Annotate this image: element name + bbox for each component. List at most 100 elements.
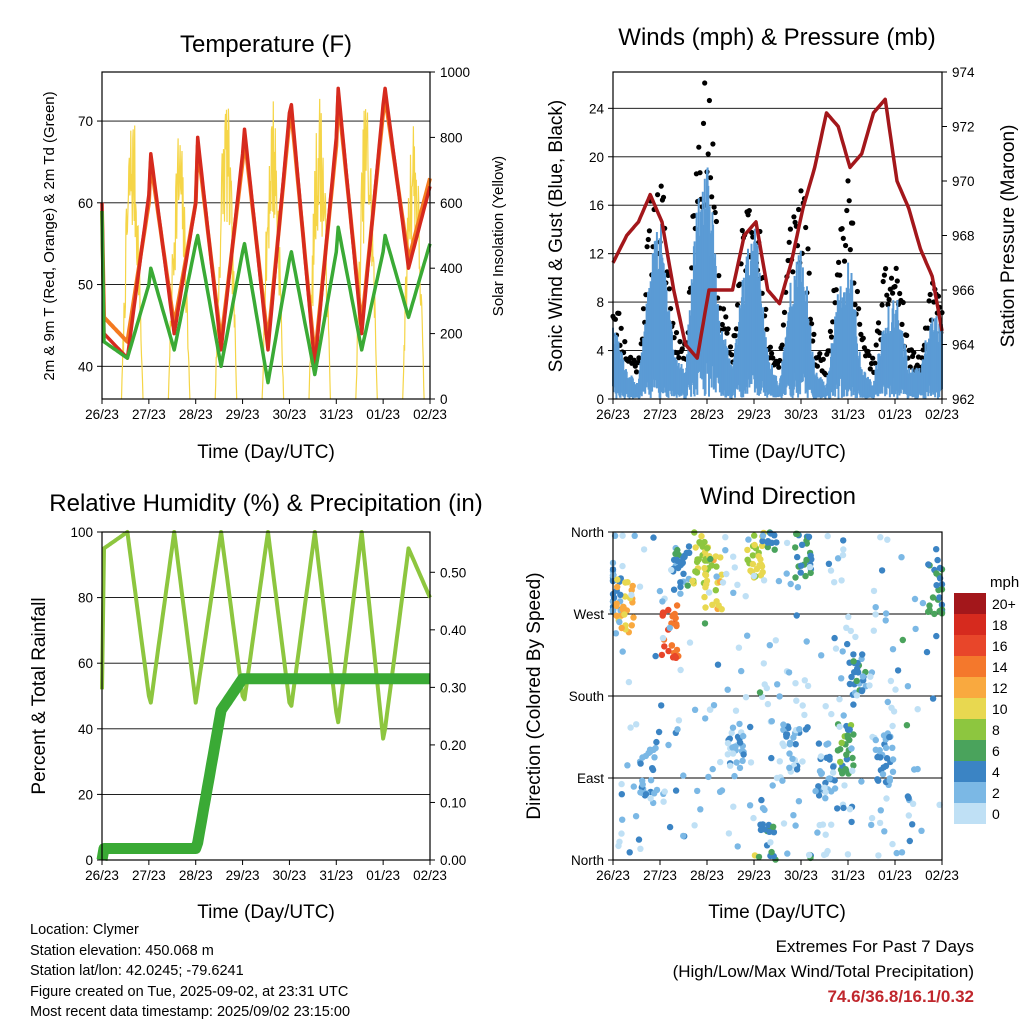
- direction-point: [887, 677, 895, 685]
- direction-point: [847, 627, 854, 635]
- direction-point: [750, 814, 757, 822]
- direction-point: [868, 821, 875, 829]
- direction-point: [785, 669, 793, 676]
- gust-point: [622, 339, 628, 345]
- x-tick-label: 29/23: [737, 407, 771, 422]
- gust-point: [739, 227, 745, 234]
- colorbar-label: 6: [992, 743, 1000, 759]
- direction-point: [717, 758, 724, 766]
- direction-point: [734, 581, 741, 588]
- direction-point: [708, 562, 715, 569]
- direction-point: [640, 546, 648, 553]
- direction-point: [647, 777, 655, 784]
- total-precipitation-line: [96, 673, 434, 861]
- direction-point: [884, 698, 891, 706]
- direction-point: [691, 706, 699, 713]
- colorbar-label: 0: [992, 806, 1000, 822]
- direction-point: [736, 764, 744, 772]
- gust-point: [644, 244, 650, 250]
- direction-point: [883, 755, 891, 762]
- direction-point: [619, 532, 626, 539]
- direction-point: [712, 553, 719, 560]
- y-tick-label-right: 0.40: [440, 623, 466, 638]
- x-tick-label: 28/23: [690, 868, 724, 883]
- gust-point: [779, 342, 785, 348]
- direction-point: [923, 648, 931, 656]
- latest-timestamp: Most recent data timestamp: 2025/09/02 2…: [30, 1004, 351, 1020]
- gust-point: [658, 183, 664, 189]
- direction-point: [838, 577, 845, 584]
- gust-point: [883, 266, 889, 272]
- humidity-xlabel: Time (Day/UTC): [197, 902, 335, 923]
- direction-point: [773, 539, 780, 546]
- x-tick-label: 30/23: [784, 407, 818, 422]
- colorbar-swatch: [954, 698, 986, 719]
- direction-point: [713, 573, 720, 580]
- direction-point: [882, 762, 890, 770]
- gust-point: [696, 144, 702, 150]
- direction-point: [828, 710, 835, 718]
- direction-point: [747, 723, 754, 731]
- y-tick-label: 60: [78, 196, 93, 211]
- gust-point: [700, 120, 707, 126]
- direction-point: [876, 819, 884, 827]
- y-tick-label: South: [569, 689, 604, 704]
- direction-point: [618, 791, 625, 798]
- gust-point: [827, 328, 834, 334]
- direction-point: [718, 606, 725, 613]
- x-tick-label: 29/23: [226, 407, 260, 422]
- gust-point: [706, 97, 713, 104]
- station-info: Location: Clymer Station elevation: 450.…: [30, 920, 350, 1023]
- direction-point: [731, 772, 738, 780]
- gust-point: [811, 331, 817, 337]
- x-tick-label: 30/23: [273, 868, 307, 883]
- direction-point: [669, 654, 677, 661]
- colorbar-swatch: [954, 677, 986, 698]
- x-tick-label: 26/23: [85, 868, 119, 883]
- direction-point: [792, 680, 799, 687]
- direction-point: [672, 614, 679, 622]
- gust-point: [844, 207, 850, 214]
- gust-point: [836, 259, 842, 265]
- direction-point: [818, 652, 825, 659]
- direction-point: [673, 621, 680, 628]
- gust-point: [926, 298, 932, 304]
- gust-point: [691, 213, 697, 219]
- direction-point: [775, 577, 783, 585]
- direction-point: [840, 546, 847, 553]
- colorbar-swatch: [954, 593, 986, 614]
- gust-point: [858, 331, 864, 337]
- x-tick-label: 29/23: [226, 868, 260, 883]
- direction-point: [758, 542, 766, 549]
- direction-point: [742, 593, 749, 600]
- direction-point: [807, 552, 814, 559]
- y-tick-label-right: 400: [440, 261, 463, 276]
- direction-point: [893, 849, 900, 857]
- direction-point: [677, 579, 684, 586]
- direction-point: [852, 633, 859, 641]
- direction-point: [610, 594, 618, 601]
- direction-point: [933, 582, 940, 589]
- direction-point: [803, 556, 810, 564]
- gust-point: [872, 360, 878, 366]
- gust-point: [892, 283, 898, 290]
- wind-direction-xlabel: Time (Day/UTC): [708, 902, 846, 923]
- direction-point: [877, 807, 884, 814]
- direction-point: [790, 734, 797, 741]
- direction-point: [768, 718, 775, 725]
- direction-point: [802, 572, 809, 580]
- direction-point: [742, 694, 750, 701]
- temp-2m-line: [100, 86, 432, 369]
- direction-point: [630, 783, 637, 790]
- direction-point: [840, 537, 847, 544]
- gust-point: [636, 355, 642, 361]
- x-tick-label: 31/23: [831, 868, 865, 883]
- direction-point: [658, 702, 665, 709]
- direction-point: [677, 590, 684, 597]
- direction-point: [794, 553, 801, 561]
- gust-point: [885, 302, 891, 308]
- gust-point: [857, 321, 863, 327]
- direction-point: [768, 539, 775, 546]
- direction-point: [744, 632, 751, 639]
- direction-point: [792, 574, 799, 581]
